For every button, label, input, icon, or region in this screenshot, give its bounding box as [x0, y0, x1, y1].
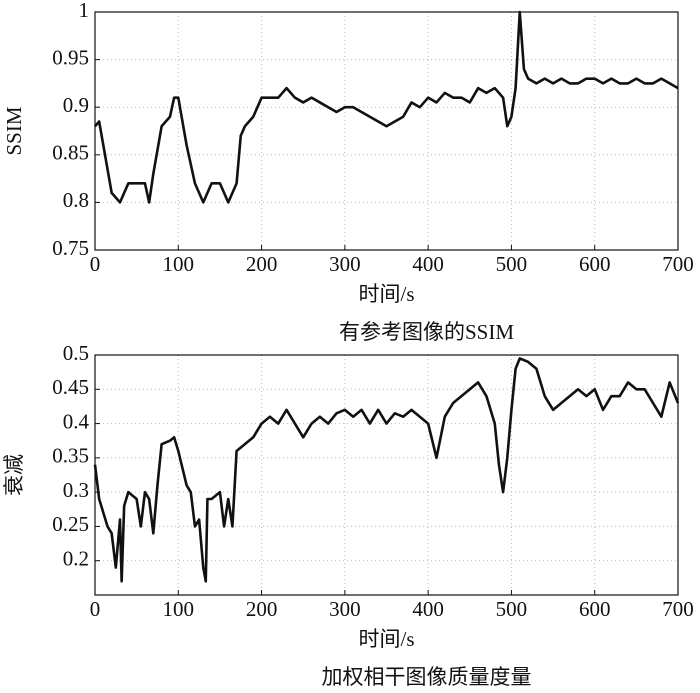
chart-title: 加权相干图像质量度量 — [322, 665, 532, 689]
x-tick-label: 500 — [496, 252, 528, 276]
y-tick-label: 0.4 — [63, 409, 90, 433]
x-tick-label: 100 — [163, 597, 195, 621]
y-tick-label: 0.75 — [52, 236, 89, 260]
y-tick-label: 0.8 — [63, 188, 89, 212]
y-tick-label: 0.2 — [63, 547, 89, 571]
y-tick-label: 0.9 — [63, 93, 89, 117]
y-axis-label: 衰减 — [2, 454, 26, 496]
y-tick-label: 1 — [79, 0, 90, 22]
x-tick-label: 400 — [412, 252, 444, 276]
x-tick-label: 700 — [662, 597, 694, 621]
y-tick-label: 0.85 — [52, 141, 89, 165]
chart-title: 有参考图像的SSIM — [339, 320, 514, 344]
y-tick-label: 0.5 — [63, 341, 89, 365]
data-line — [93, 357, 680, 583]
y-tick-label: 0.45 — [52, 375, 89, 399]
x-axis-label: 时间/s — [358, 627, 414, 651]
x-axis-label: 时间/s — [358, 282, 414, 306]
data-line — [94, 10, 679, 204]
y-tick-label: 0.3 — [63, 478, 89, 502]
y-tick-label: 0.95 — [52, 45, 89, 69]
x-tick-label: 300 — [329, 252, 361, 276]
y-tick-label: 0.25 — [52, 512, 89, 536]
x-tick-label: 500 — [496, 597, 528, 621]
x-tick-label: 700 — [662, 252, 694, 276]
plot-frame — [94, 354, 679, 596]
plot-frame — [94, 11, 679, 251]
y-tick-label: 0.35 — [52, 444, 89, 468]
x-tick-label: 0 — [90, 252, 101, 276]
x-tick-label: 300 — [329, 597, 361, 621]
x-tick-label: 200 — [246, 597, 278, 621]
x-tick-label: 100 — [163, 252, 195, 276]
x-tick-label: 200 — [246, 252, 278, 276]
x-tick-label: 400 — [412, 597, 444, 621]
y-axis-label: SSIM — [2, 106, 26, 155]
x-tick-label: 0 — [90, 597, 101, 621]
x-tick-label: 600 — [579, 597, 611, 621]
x-tick-label: 600 — [579, 252, 611, 276]
